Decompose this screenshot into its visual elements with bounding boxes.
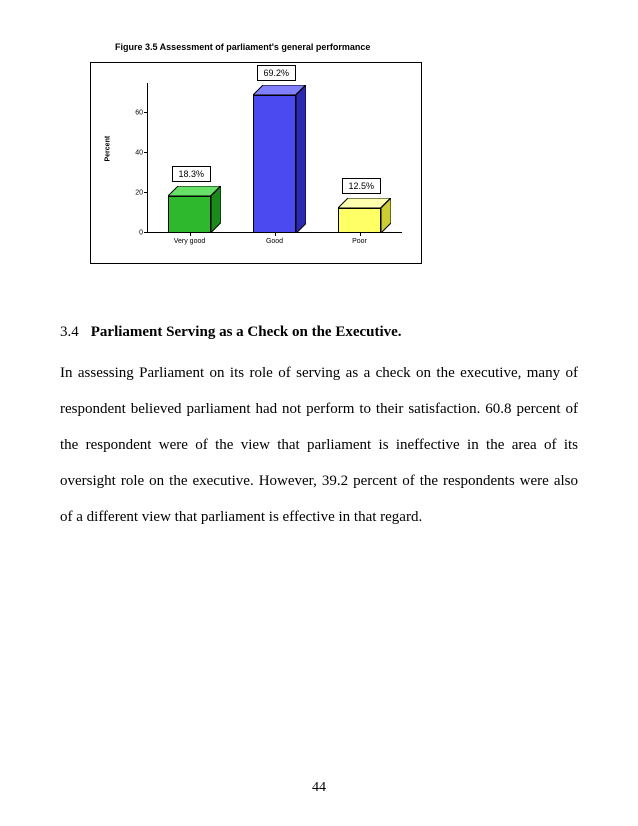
x-tick-label: Poor — [352, 238, 367, 245]
y-tick-label: 40 — [135, 150, 143, 157]
bar-side — [296, 85, 306, 233]
bar-value-label: 18.3% — [172, 166, 212, 182]
section-heading: 3.4 Parliament Serving as a Check on the … — [60, 324, 578, 341]
y-tick-mark — [144, 152, 147, 153]
bar — [253, 95, 296, 233]
bar-side — [381, 198, 391, 233]
y-axis-title: Percent — [105, 136, 112, 162]
plot-area: 0204060Very good18.3%Good69.2%Poor12.5% — [147, 83, 402, 233]
y-tick-label: 20 — [135, 190, 143, 197]
y-tick-mark — [144, 192, 147, 193]
body-text: In assessing Parliament on its role of s… — [60, 355, 578, 535]
chart-title: Figure 3.5 Assessment of parliament's ge… — [115, 0, 578, 52]
section-number: 3.4 — [60, 324, 79, 341]
y-tick-mark — [144, 232, 147, 233]
y-tick-label: 60 — [135, 110, 143, 117]
x-tick-label: Good — [266, 238, 283, 245]
bar — [168, 196, 211, 233]
page-number: 44 — [0, 780, 638, 796]
x-tick-label: Very good — [174, 238, 206, 245]
y-tick-label: 0 — [139, 230, 143, 237]
x-tick-mark — [360, 233, 361, 236]
x-tick-mark — [275, 233, 276, 236]
y-axis-line — [147, 83, 148, 233]
bar — [338, 208, 381, 233]
bar-side — [211, 186, 221, 233]
x-tick-mark — [190, 233, 191, 236]
bar-value-label: 69.2% — [257, 65, 297, 81]
chart-frame: Percent 0204060Very good18.3%Good69.2%Po… — [90, 62, 422, 264]
y-tick-mark — [144, 112, 147, 113]
section-title: Parliament Serving as a Check on the Exe… — [91, 324, 402, 340]
bar-value-label: 12.5% — [342, 178, 382, 194]
